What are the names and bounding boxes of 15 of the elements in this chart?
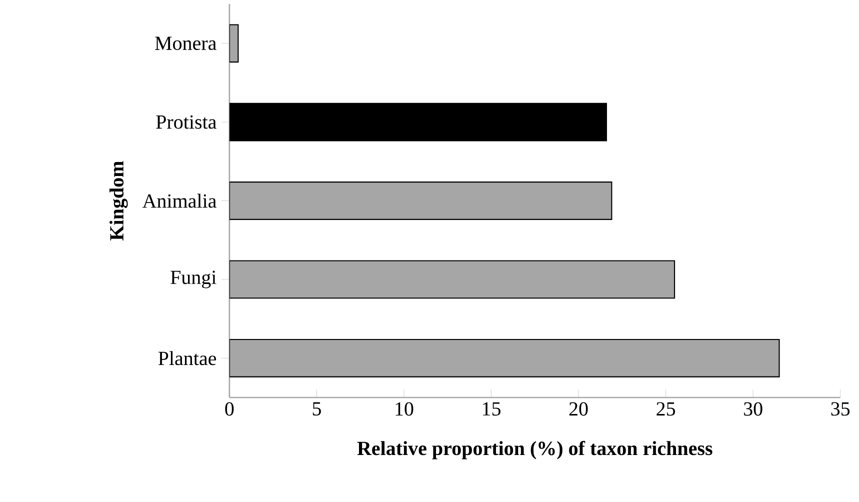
x-tick-label: 15 <box>483 402 500 416</box>
x-tick-label: 35 <box>831 402 850 416</box>
y-tick-label: Monera <box>155 36 216 50</box>
y-tick-label: Animalia <box>142 194 216 208</box>
x-axis-title: Relative proportion (%) of taxon richness <box>357 441 712 460</box>
x-tick-label: 0 <box>225 402 234 416</box>
y-axis-title: Kingdom <box>109 161 128 241</box>
x-tick-label: 10 <box>396 402 414 416</box>
x-tick-label: 25 <box>656 402 676 416</box>
x-tick-label: 5 <box>312 402 321 416</box>
y-tick-label: Fungi <box>170 270 216 288</box>
x-tick-label: 30 <box>744 402 762 416</box>
y-tick-label: Protista <box>156 116 216 130</box>
x-tick-label: 20 <box>569 402 588 416</box>
y-tick-label: Plantae <box>158 351 216 366</box>
